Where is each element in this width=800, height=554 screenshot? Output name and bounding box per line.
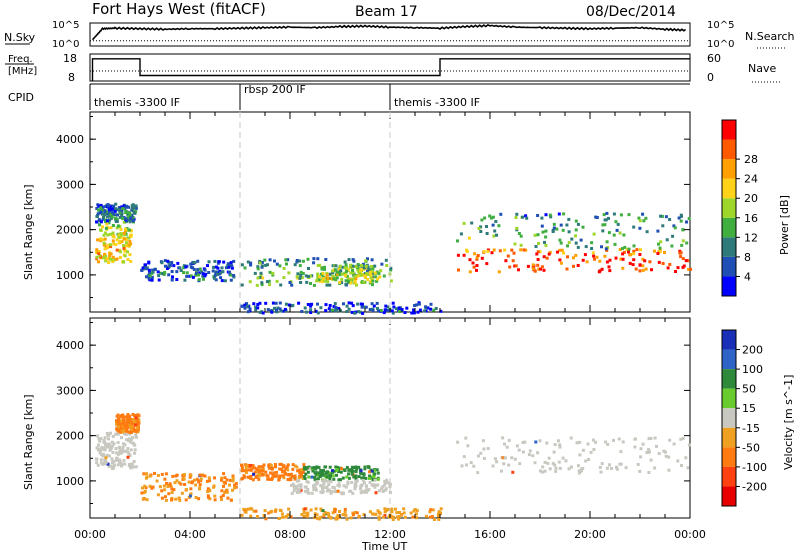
freq-right-tick-bottom: 0 bbox=[707, 71, 714, 84]
colorbar-swatch bbox=[722, 120, 736, 140]
power-echo-region bbox=[456, 211, 691, 251]
cpid-segment-label: themis -3300 IF bbox=[94, 96, 180, 109]
cpid-segment-label: rbsp 200 IF bbox=[244, 83, 306, 96]
colorbar-swatch bbox=[722, 178, 736, 199]
x-tick-label: 04:00 bbox=[174, 528, 206, 541]
freq-label-line1: Freq. bbox=[8, 54, 33, 65]
y-tick-label: 2000 bbox=[56, 224, 84, 237]
velocity-panel: 1000 2000 3000 4000 Slant Range [km] bbox=[22, 317, 691, 521]
colorbar-tick-label: 15 bbox=[742, 402, 756, 415]
date-title: 08/Dec/2014 bbox=[586, 4, 676, 20]
cpid-label: CPID bbox=[8, 91, 34, 104]
colorbar-swatch bbox=[722, 447, 736, 467]
velocity-colorbar-label: Velocity [m s^-1] bbox=[782, 375, 795, 470]
colorbar-swatch bbox=[722, 486, 736, 506]
freq-left-tick-bottom: 8 bbox=[68, 71, 75, 84]
colorbar-swatch bbox=[722, 349, 736, 370]
power-echo-region bbox=[456, 248, 692, 274]
colorbar-swatch bbox=[722, 256, 736, 277]
y-tick-label: 4000 bbox=[56, 339, 84, 352]
x-tick-label: 20:00 bbox=[574, 528, 606, 541]
colorbar-tick-label: 8 bbox=[744, 251, 751, 264]
x-tick-label: 12:00 bbox=[374, 528, 406, 541]
colorbar-swatch bbox=[722, 139, 736, 160]
frequency-panel: Freq. [MHz] 18 8 60 0 Nave bbox=[5, 52, 780, 84]
power-colorbar-label: Power [dB] bbox=[778, 195, 791, 255]
nave-label: Nave bbox=[748, 62, 776, 75]
colorbar-tick-label: 28 bbox=[744, 153, 758, 166]
freq-label-line2: [MHz] bbox=[8, 66, 37, 77]
velocity-echo-region bbox=[302, 465, 380, 482]
colorbar-swatch bbox=[722, 427, 736, 448]
colorbar-swatch bbox=[722, 330, 736, 350]
colorbar-swatch bbox=[722, 408, 736, 428]
x-axis-label: Time UT bbox=[361, 540, 407, 553]
x-tick-label: 08:00 bbox=[274, 528, 306, 541]
y-tick-label: 1000 bbox=[56, 475, 84, 488]
velocity-echo-region bbox=[140, 471, 238, 502]
colorbar-tick-label: 50 bbox=[742, 383, 756, 396]
y-tick-label: 2000 bbox=[56, 430, 84, 443]
colorbar-tick-label: 100 bbox=[742, 363, 763, 376]
noise-right-label: N.Search bbox=[745, 30, 795, 43]
colorbar-tick-label: -15 bbox=[742, 422, 760, 435]
y-tick-label: 4000 bbox=[56, 133, 84, 146]
velocity-ylabel: Slant Range [km] bbox=[22, 394, 35, 490]
x-tick-label: 16:00 bbox=[474, 528, 506, 541]
power-panel: 1000 2000 3000 4000 Slant Range [km] bbox=[22, 111, 692, 315]
y-tick-label: 3000 bbox=[56, 178, 84, 191]
colorbar-tick-label: 16 bbox=[744, 212, 758, 225]
velocity-colorbar: 200 100 50 15 -15 -50 -100 -200 bbox=[721, 329, 767, 507]
beam-title: Beam 17 bbox=[355, 4, 418, 20]
frequency-line bbox=[91, 58, 690, 81]
noise-right-tick-top: 10^5 bbox=[707, 20, 734, 31]
noise-left-tick-top: 10^5 bbox=[52, 20, 79, 31]
colorbar-tick-label: 20 bbox=[744, 192, 758, 205]
colorbar-tick-label: -100 bbox=[742, 461, 767, 474]
colorbar-tick-label: 12 bbox=[744, 231, 758, 244]
x-tick-label: 00:00 bbox=[74, 528, 106, 541]
power-echo-region bbox=[95, 220, 133, 264]
power-echo-region bbox=[95, 202, 138, 224]
power-ylabel: Slant Range [km] bbox=[22, 184, 35, 280]
y-tick-label: 1000 bbox=[56, 269, 84, 282]
y-tick-label: 3000 bbox=[56, 384, 84, 397]
station-title: Fort Hays West (fitACF) bbox=[92, 0, 266, 18]
colorbar-swatch bbox=[722, 276, 736, 296]
noise-left-tick-bottom: 10^0 bbox=[52, 39, 79, 50]
power-echo-region bbox=[240, 301, 443, 315]
x-tick-label: 00:00 bbox=[674, 528, 706, 541]
colorbar-swatch bbox=[722, 237, 736, 257]
colorbar-tick-label: 200 bbox=[742, 344, 763, 357]
cpid-segment-label: themis -3300 IF bbox=[394, 96, 480, 109]
noise-panel: N.Sky 10^5 10^0 10^5 10^0 N.Search bbox=[4, 20, 795, 50]
power-colorbar: 4 8 12 16 20 24 28 bbox=[721, 119, 758, 297]
power-echo-region bbox=[315, 263, 381, 285]
colorbar-tick-label: 24 bbox=[744, 173, 758, 186]
colorbar-swatch bbox=[722, 159, 736, 179]
noise-sky-line bbox=[91, 23, 687, 41]
colorbar-swatch bbox=[722, 388, 736, 409]
colorbar-tick-label: -50 bbox=[742, 441, 760, 454]
velocity-echo-region bbox=[115, 413, 141, 434]
freq-left-tick-top: 18 bbox=[63, 52, 77, 65]
velocity-echo-region bbox=[456, 436, 691, 475]
colorbar-swatch bbox=[722, 369, 736, 389]
colorbar-tick-label: 4 bbox=[744, 270, 751, 283]
colorbar-swatch bbox=[722, 217, 736, 238]
power-echo-region bbox=[140, 259, 236, 283]
noise-left-label: N.Sky bbox=[4, 31, 36, 44]
freq-right-tick-top: 60 bbox=[707, 52, 721, 65]
velocity-echo-region bbox=[240, 462, 306, 482]
colorbar-swatch bbox=[722, 198, 736, 218]
cpid-bar: CPID themis -3300 IF rbsp 200 IF themis -3… bbox=[8, 83, 690, 110]
colorbar-swatch bbox=[722, 466, 736, 487]
velocity-echo-region bbox=[95, 431, 138, 470]
colorbar-tick-label: -200 bbox=[742, 480, 767, 493]
noise-right-tick-bottom: 10^0 bbox=[707, 39, 734, 50]
